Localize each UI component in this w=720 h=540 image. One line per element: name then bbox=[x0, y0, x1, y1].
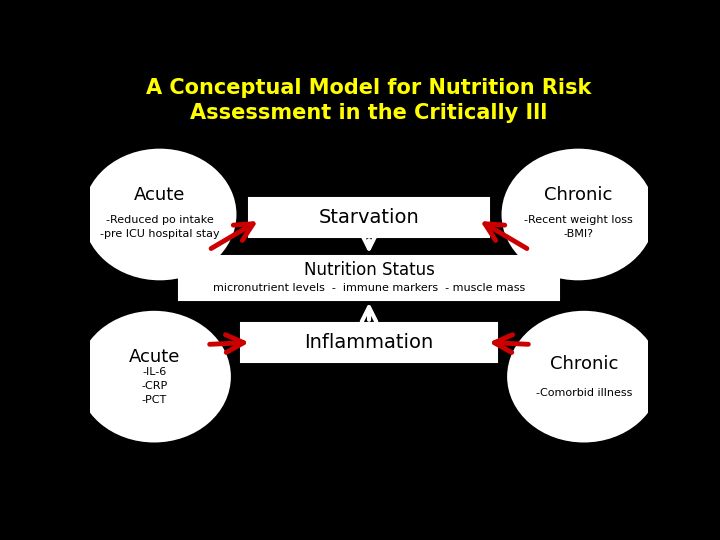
FancyBboxPatch shape bbox=[240, 322, 498, 362]
Ellipse shape bbox=[79, 312, 230, 441]
Text: -Comorbid illness: -Comorbid illness bbox=[536, 388, 632, 398]
Text: A Conceptual Model for Nutrition Risk: A Conceptual Model for Nutrition Risk bbox=[146, 78, 592, 98]
Text: Nutrition Status: Nutrition Status bbox=[304, 261, 434, 280]
Ellipse shape bbox=[503, 150, 654, 279]
Text: -IL-6
-CRP
-PCT: -IL-6 -CRP -PCT bbox=[141, 367, 167, 406]
Text: Starvation: Starvation bbox=[319, 208, 419, 227]
Text: -Reduced po intake
-pre ICU hospital stay: -Reduced po intake -pre ICU hospital sta… bbox=[100, 215, 220, 239]
Text: -Recent weight loss
-BMI?: -Recent weight loss -BMI? bbox=[524, 215, 633, 239]
Ellipse shape bbox=[508, 312, 660, 441]
Text: Chronic: Chronic bbox=[544, 186, 613, 204]
FancyBboxPatch shape bbox=[179, 256, 559, 300]
Text: Assessment in the Critically Ill: Assessment in the Critically Ill bbox=[190, 103, 548, 123]
Text: Acute: Acute bbox=[134, 186, 186, 204]
Text: Acute: Acute bbox=[128, 348, 180, 366]
Text: Inflammation: Inflammation bbox=[305, 333, 433, 352]
FancyBboxPatch shape bbox=[249, 198, 489, 238]
Text: Chronic: Chronic bbox=[549, 355, 618, 373]
Text: micronutrient levels  -  immune markers  - muscle mass: micronutrient levels - immune markers - … bbox=[213, 282, 525, 293]
Ellipse shape bbox=[84, 150, 235, 279]
